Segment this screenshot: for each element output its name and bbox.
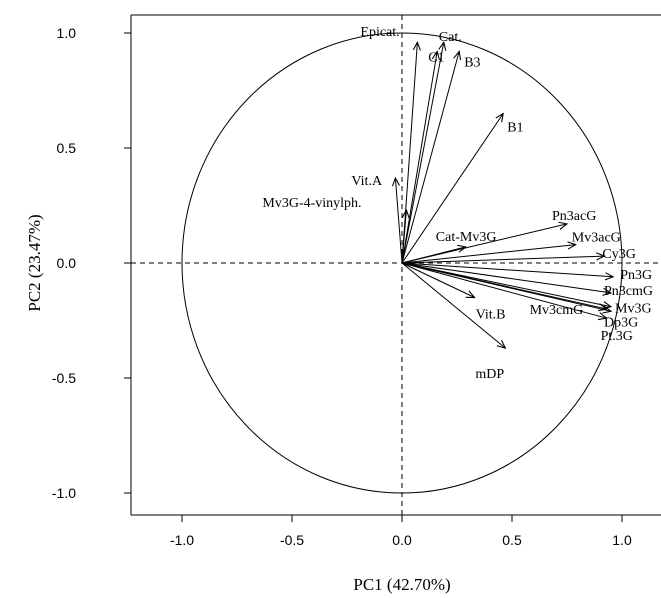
vector-label-b3: B3	[464, 55, 480, 70]
correlation-circle	[181, 32, 623, 494]
vector-label-cy3g: Cy3G	[602, 247, 635, 262]
vector-label-mv3g-4-vinylph: Mv3G-4-vinylph.	[262, 196, 361, 211]
vector-arrow-mv3g-4-vinylph	[401, 210, 406, 264]
vector-arrow-mv3acg	[401, 245, 576, 264]
y-tick-label: 1.0	[57, 25, 77, 41]
plot-frame: -1.0 -0.5 0.0 0.5 1.0 -1.0 -0.5 0.0 0.5 1.0	[52, 14, 661, 548]
vector-arrow-cat	[401, 42, 444, 264]
y-tick-label: -0.5	[52, 370, 76, 386]
vector-arrow-pt-3g	[401, 262, 607, 318]
y-tick-label: 0.5	[57, 140, 77, 156]
vector-label-vit-b: Vit.B	[476, 308, 506, 323]
vector-arrow-b3	[401, 51, 459, 264]
vector-arrow-pn3g	[401, 262, 613, 277]
vector-label-pn3g: Pn3G	[620, 268, 652, 283]
vector-arrow-cy3g	[401, 256, 604, 264]
x-tick-label: 0.5	[502, 532, 522, 548]
vector-label-mv3cmg: Mv3cmG	[530, 303, 584, 318]
plot-area: Epicat.C1Cat.B3B1Vit.AMv3G-4-vinylph.Cat…	[131, 15, 661, 515]
x-tick-label: -1.0	[170, 532, 194, 548]
vector-label-cat-mv3g: Cat-Mv3G	[436, 230, 497, 245]
vector-label-pn3acg: Pn3acG	[552, 209, 596, 224]
y-axis-label: PC2 (23.47%)	[25, 214, 44, 311]
y-tick-label: 0.0	[57, 255, 77, 271]
vector-arrow-mv3cmg	[401, 262, 607, 309]
vector-label-mv3g: Mv3G	[615, 302, 652, 317]
x-axis-label: PC1 (42.70%)	[353, 575, 450, 594]
vector-label-epicat: Epicat.	[360, 25, 399, 40]
vector-label-pn3cmg: Pn3cmG	[604, 284, 653, 299]
vector-arrow-vit-a	[395, 178, 403, 264]
vector-label-dp3g: Dp3G	[604, 315, 638, 330]
y-tick-label: -1.0	[52, 485, 76, 501]
vector-label-pt-3g: Pt.3G	[601, 329, 633, 344]
vector-arrow-mv3g	[401, 262, 611, 307]
vector-arrow-c1	[401, 51, 437, 264]
vector-label-mv3acg: Mv3acG	[572, 231, 621, 246]
vector-label-cat: Cat.	[439, 30, 462, 45]
x-tick-label: -0.5	[280, 532, 304, 548]
vector-arrow-pn3acg	[401, 224, 567, 264]
vector-label-b1: B1	[507, 121, 523, 136]
vector-arrow-vit-b	[401, 262, 475, 298]
vector-label-mdp: mDP	[475, 367, 504, 382]
vector-label-vit-a: Vit.A	[351, 174, 383, 189]
x-tick-label: 0.0	[392, 532, 412, 548]
vector-arrow-pn3cmg	[401, 262, 611, 293]
vector-arrow-mdp	[401, 262, 505, 348]
x-tick-label: 1.0	[612, 532, 632, 548]
vector-arrow-b1	[401, 114, 503, 264]
